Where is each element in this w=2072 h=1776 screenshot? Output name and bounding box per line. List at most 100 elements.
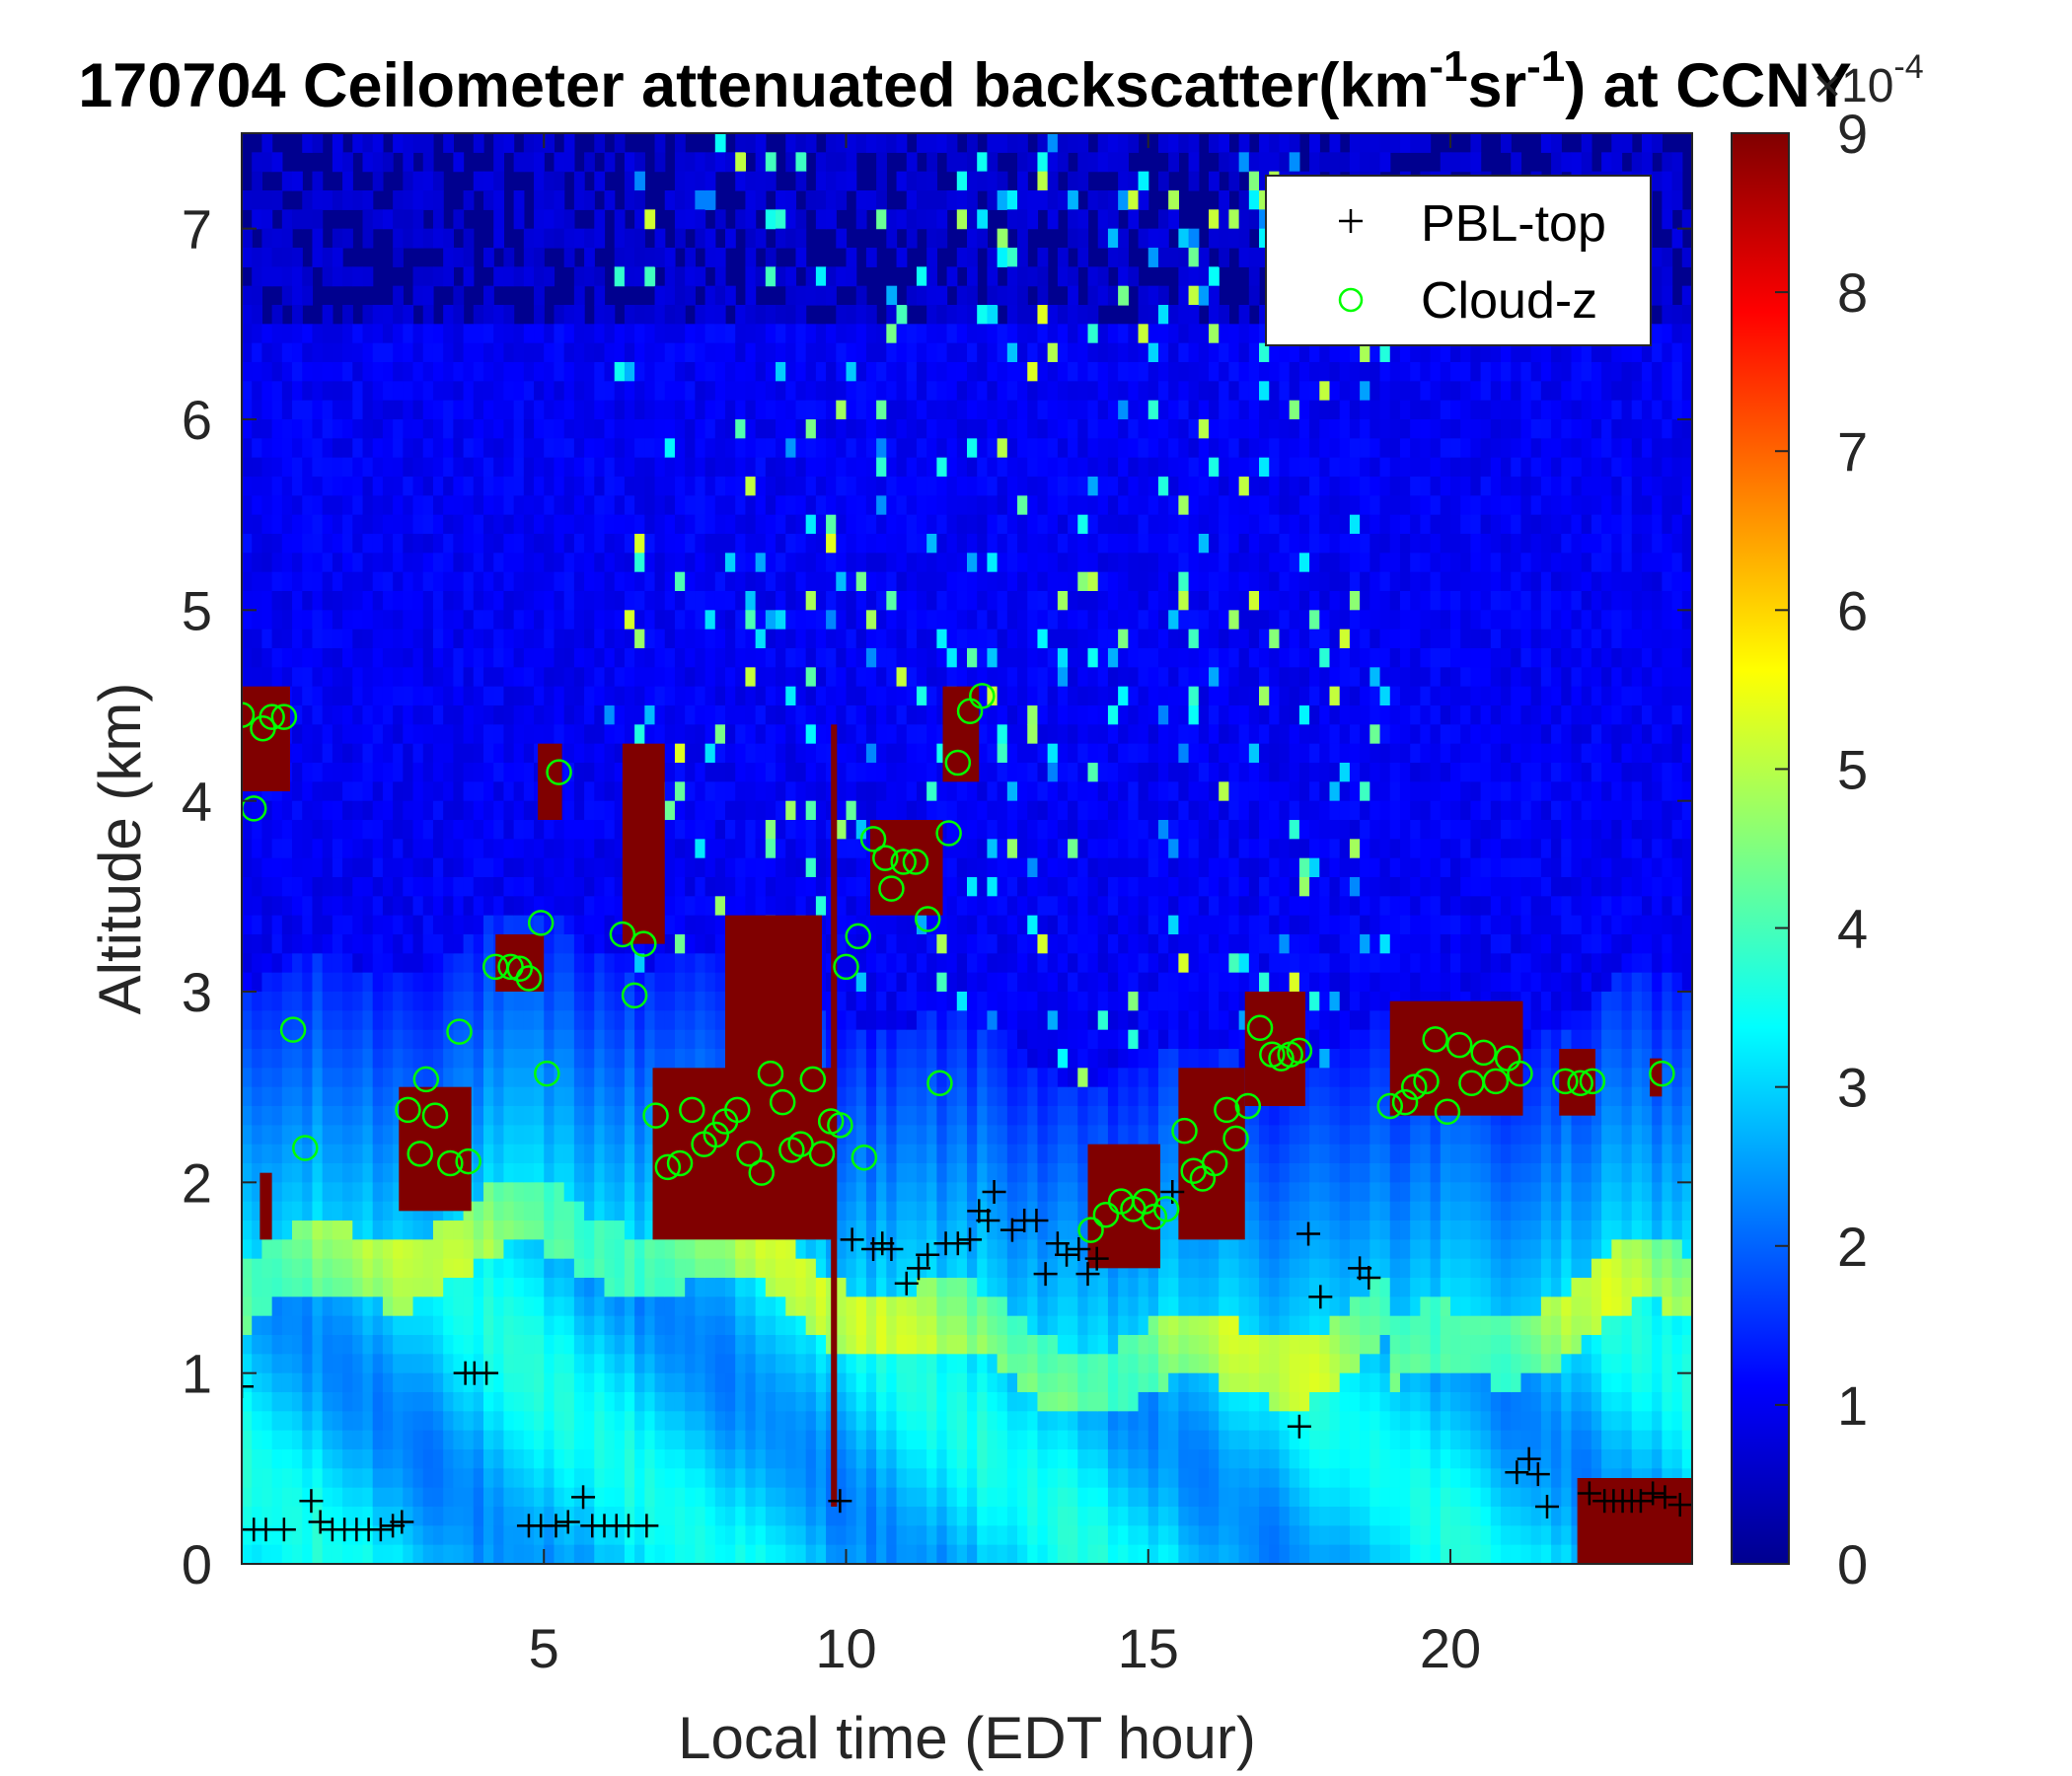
marker-pbl-top [1517,1446,1541,1471]
marker-pbl-top [299,1489,324,1514]
marker-cloud-z [872,845,899,871]
y-tick-label: 2 [182,1151,212,1214]
marker-pbl-top [1505,1460,1529,1485]
marker-pbl-top [1084,1246,1109,1271]
marker-cloud-z [1470,1039,1497,1067]
x-tick-label: 5 [529,1617,559,1679]
y-tick-label: 7 [182,198,212,260]
marker-cloud-z [1552,1068,1579,1095]
marker-cloud-z [446,1018,473,1045]
marker-pbl-top [544,1514,568,1538]
marker-cloud-z [878,875,905,902]
marker-pbl-top [1075,1262,1100,1287]
marker-pbl-top [1667,1493,1692,1517]
legend-marker-cloud-z [1338,287,1364,313]
y-tick-label: 6 [182,389,212,451]
marker-pbl-top [1525,1462,1550,1487]
marker-pbl-top [571,1485,596,1510]
marker-pbl-top [982,1180,1006,1204]
marker-cloud-z [1579,1068,1606,1095]
y-axis-label: Altitude (km) [87,683,153,1015]
marker-pbl-top [271,1517,296,1542]
marker-cloud-z [534,1060,560,1087]
marker-pbl-top [840,1227,864,1252]
colorbar-tick-label: 3 [1837,1057,1868,1119]
chart-title: 170704 Ceilometer attenuated backscatter… [78,42,1851,120]
y-axis: 0 1 2 3 4 5 6 7 [182,198,1692,1595]
marker-pbl-top [1308,1285,1333,1309]
colorbar-tick-label: 9 [1837,103,1868,165]
marker-cloud-z [914,906,941,932]
x-tick-label: 10 [815,1617,876,1679]
marker-cloud-z [1391,1088,1419,1116]
marker-pbl-top [894,1271,919,1295]
marker-cloud-z [506,955,533,983]
x-axis-label: Local time (EDT hour) [678,1705,1256,1771]
marker-cloud-z [1222,1125,1249,1152]
marker-cloud-z [1445,1031,1473,1059]
marker-cloud-z [421,1102,449,1129]
marker-cloud-z [1413,1068,1440,1095]
marker-cloud-z [859,826,887,852]
marker-cloud-z [666,1149,694,1177]
marker-cloud-z [1507,1060,1533,1087]
legend: PBL-top Cloud-z [1265,175,1652,346]
marker-cloud-z [395,1096,421,1124]
colorbar-tick-label: 6 [1837,579,1868,641]
marker-pbl-top [1653,1485,1677,1510]
marker-cloud-z [609,921,636,948]
marker-cloud-z [757,1060,784,1087]
x-axis: 5 10 15 20 [529,133,1481,1679]
marker-cloud-z [292,1135,319,1161]
x-tick-label: 15 [1118,1617,1179,1679]
marker-cloud-z [1234,1092,1262,1120]
marker-cloud-z [769,1088,796,1116]
marker-cloud-z [1214,1096,1240,1124]
colorbar-gradient [1731,132,1790,1565]
marker-cloud-z [787,1131,814,1157]
marker-pbl-top [555,1510,580,1534]
marker-cloud-z [1201,1149,1228,1177]
colorbar: 0 1 2 3 4 5 6 7 8 9 ×10-4 [1731,48,1924,1595]
marker-cloud-z [748,1159,775,1186]
marker-cloud-z [724,1096,751,1124]
y-tick-label: 0 [182,1533,212,1595]
marker-cloud-z [833,953,859,981]
marker-cloud-z [527,910,555,936]
marker-pbl-top [390,1510,414,1534]
marker-cloud-z [654,1153,682,1181]
marker-cloud-z [679,1096,705,1124]
marker-pbl-top [368,1517,393,1542]
marker-cloud-z [621,982,648,1009]
marker-pbl-top [1296,1221,1321,1246]
y-tick-label: 1 [182,1343,212,1405]
marker-cloud-z [926,1070,953,1097]
marker-pbl-top [1033,1262,1058,1287]
legend-label-pbl-top: PBL-top [1421,195,1606,253]
colorbar-tick-label: 5 [1837,738,1868,800]
marker-cloud-z [851,1144,878,1171]
marker-cloud-z [642,1102,669,1129]
marker-cloud-z [437,1149,464,1177]
marker-pbl-top [1024,1209,1049,1232]
marker-cloud-z [546,759,572,785]
marker-cloud-z [1422,1026,1448,1053]
colorbar-tick-label: 2 [1837,1216,1868,1278]
marker-cloud-z [1401,1073,1428,1100]
marker-pbl-top [634,1514,659,1538]
marker-pbl-top [1577,1481,1601,1506]
colorbar-tick-label: 4 [1837,898,1868,960]
colorbar-tick-label: 7 [1837,420,1868,482]
marker-cloud-z [259,703,285,730]
marker-cloud-z [1649,1060,1675,1087]
marker-cloud-z [455,1147,481,1175]
marker-cloud-z [407,1141,433,1167]
marker-pbl-top [242,1374,254,1399]
marker-cloud-z [279,1016,307,1043]
marker-cloud-z [890,849,917,875]
marker-layer [242,683,1692,1542]
marker-pbl-top [475,1361,499,1385]
marker-pbl-top [1055,1242,1079,1267]
plot-area [241,132,1693,1565]
